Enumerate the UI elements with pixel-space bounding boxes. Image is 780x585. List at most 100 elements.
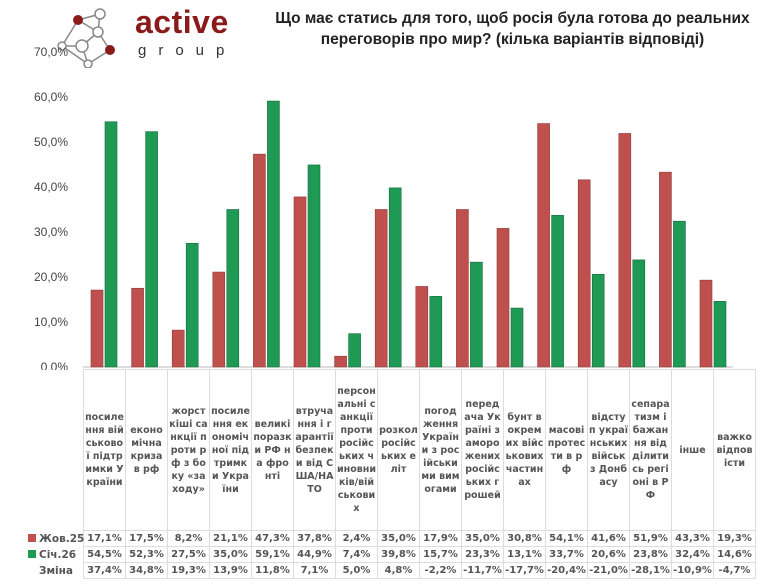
- bar-zhov25: [496, 228, 510, 368]
- value-cell: 59,1%: [251, 546, 294, 563]
- value-cell: 51,9%: [629, 530, 672, 547]
- logo-sub: group: [138, 42, 237, 59]
- legend-label: Січ.26: [39, 549, 77, 561]
- category-label: відступ українських військ з Донбасу: [587, 369, 630, 531]
- bar-sich26: [388, 187, 402, 368]
- value-cell: 15,7%: [419, 546, 462, 563]
- change-cell: 37,4%: [83, 562, 126, 579]
- bar-sich26: [185, 242, 199, 368]
- bar-zhov25: [456, 209, 469, 368]
- value-cell: 41,6%: [587, 530, 630, 547]
- category-label: економічна криза в рф: [125, 369, 168, 531]
- data-table: посилення військової підтримки України ек…: [83, 369, 756, 579]
- category-label: посилення економічної підтримки України: [209, 369, 252, 531]
- category-label: втручання і гарантії безпеки від США/НАТ…: [293, 369, 336, 531]
- bar-sich26: [591, 273, 605, 368]
- bar-zhov25: [374, 209, 388, 368]
- value-cell: 35,0%: [377, 530, 420, 547]
- bar-sich26: [348, 333, 361, 368]
- change-cell: -11,7%: [461, 562, 504, 579]
- bar-zhov25: [131, 287, 144, 368]
- change-cell: -10,9%: [671, 562, 714, 579]
- value-cell: 32,4%: [671, 546, 714, 563]
- bar-sich26: [307, 164, 321, 368]
- bar-sich26: [632, 259, 646, 368]
- bar-zhov25: [537, 123, 550, 368]
- bar-zhov25: [618, 133, 632, 368]
- category-label: персональні санкції проти російських чин…: [335, 369, 378, 531]
- change-cell: -28,1%: [629, 562, 672, 579]
- value-cell: 47,3%: [251, 530, 294, 547]
- value-cell: 23,3%: [461, 546, 504, 563]
- category-label: розкол російських еліт: [377, 369, 420, 531]
- chart-plot: 0,0% 10,0% 20,0% 30,0% 40,0% 50,0% 60,0% 70,0%: [34, 45, 733, 370]
- change-cell: 5,0%: [335, 562, 378, 579]
- category-label: погодження України з російськими вимогам…: [419, 369, 462, 531]
- category-label: посилення військової підтримки України: [83, 369, 126, 531]
- y-tick-label: 20,0%: [34, 270, 68, 284]
- value-cell: 2,4%: [335, 530, 378, 547]
- y-tick-label: 60,0%: [34, 90, 68, 104]
- value-cell: 21,1%: [209, 530, 252, 547]
- value-cell: 54,5%: [83, 546, 126, 563]
- change-cell: 11,8%: [251, 562, 294, 579]
- change-cell: -17,7%: [503, 562, 546, 579]
- logo-network-icon: [57, 8, 115, 69]
- y-tick-label: 30,0%: [34, 225, 68, 239]
- bar-sich26: [510, 307, 524, 368]
- bar-zhov25: [334, 355, 347, 368]
- bar-sich26: [267, 100, 280, 368]
- bar-zhov25: [293, 196, 307, 368]
- legend-series-0: Жов.25: [28, 533, 84, 545]
- category-label: бунт в окремих військових частинах: [503, 369, 546, 531]
- y-tick-label: 0,0%: [41, 360, 69, 370]
- value-cell: 33,7%: [545, 546, 588, 563]
- legend-series-1: Січ.26: [28, 549, 76, 561]
- bar-sich26: [673, 220, 686, 368]
- change-cell: -2,2%: [419, 562, 462, 579]
- bar-sich26: [145, 131, 158, 368]
- category-label: передача Україні заморожених російських …: [461, 369, 504, 531]
- bar-sich26: [104, 121, 118, 368]
- bar-zhov25: [659, 171, 672, 368]
- y-tick-label: 40,0%: [34, 180, 68, 194]
- bar-sich26: [713, 300, 727, 368]
- category-label: жорсткіші санкції проти рф з боку «заход…: [167, 369, 210, 531]
- change-row-label: Зміна: [39, 565, 73, 577]
- value-cell: 54,1%: [545, 530, 588, 547]
- value-cell: 27,5%: [167, 546, 210, 563]
- y-tick-label: 10,0%: [34, 315, 68, 329]
- bar-sich26: [226, 209, 240, 368]
- change-cell: 7,1%: [293, 562, 336, 579]
- value-cell: 35,0%: [209, 546, 252, 563]
- bar-zhov25: [212, 271, 226, 368]
- change-cell: 4,8%: [377, 562, 420, 579]
- category-label: важко відповісти: [713, 369, 756, 531]
- value-cell: 13,1%: [503, 546, 546, 563]
- value-cell: 30,8%: [503, 530, 546, 547]
- category-label: масові протести в рф: [545, 369, 588, 531]
- value-cell: 35,0%: [461, 530, 504, 547]
- logo: [50, 6, 135, 72]
- bar-zhov25: [699, 279, 713, 368]
- bar-zhov25: [253, 153, 266, 368]
- bar-sich26: [470, 261, 483, 368]
- value-cell: 7,4%: [335, 546, 378, 563]
- y-tick-label: 50,0%: [34, 135, 68, 149]
- legend-swatch: [28, 550, 36, 558]
- change-cell: 19,3%: [167, 562, 210, 579]
- bar-zhov25: [171, 329, 185, 368]
- change-cell: -4,7%: [713, 562, 756, 579]
- value-cell: 17,9%: [419, 530, 462, 547]
- bar-sich26: [429, 296, 443, 368]
- value-cell: 17,5%: [125, 530, 168, 547]
- logo-brand: active: [135, 4, 229, 40]
- value-cell: 19,3%: [713, 530, 756, 547]
- value-cell: 43,3%: [671, 530, 714, 547]
- change-cell: -21,0%: [587, 562, 630, 579]
- change-cell: 34,8%: [125, 562, 168, 579]
- value-cell: 17,1%: [83, 530, 126, 547]
- value-cell: 52,3%: [125, 546, 168, 563]
- legend-label: Жов.25: [39, 533, 85, 545]
- value-cell: 20,6%: [587, 546, 630, 563]
